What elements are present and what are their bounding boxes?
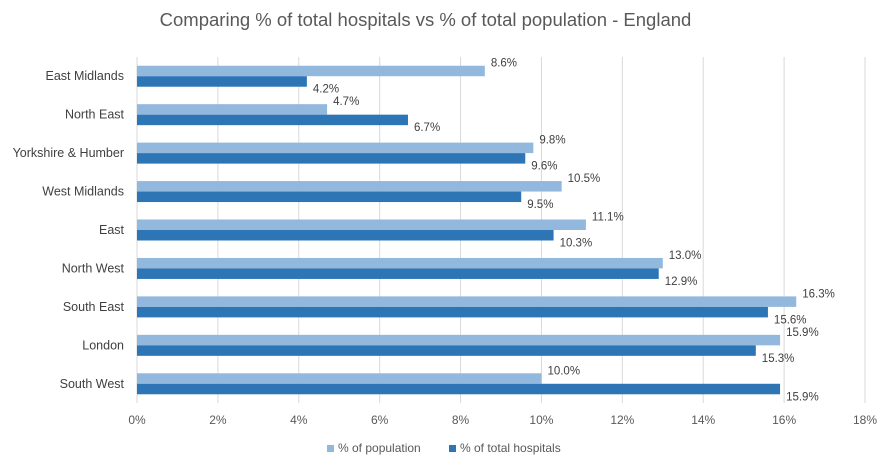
- category-label: South East: [63, 300, 125, 314]
- bar-hospitals: [137, 153, 526, 164]
- data-label-population: 10.5%: [568, 173, 601, 185]
- category-label: East: [99, 223, 125, 237]
- data-label-hospitals: 15.9%: [786, 391, 819, 403]
- category-label: East Midlands: [45, 69, 124, 83]
- x-tick-label: 2%: [209, 413, 227, 427]
- data-label-population: 10.0%: [547, 365, 580, 377]
- data-label-hospitals: 9.6%: [531, 161, 557, 173]
- bar-hospitals: [137, 230, 554, 241]
- bar-hospitals: [137, 76, 307, 87]
- bar-hospitals: [137, 383, 781, 395]
- legend-swatch-hospitals: [449, 445, 456, 452]
- data-label-population: 9.8%: [539, 135, 565, 147]
- x-tick-label: 0%: [128, 413, 146, 427]
- bar-population: [137, 257, 663, 269]
- x-tick-label: 10%: [529, 413, 553, 427]
- data-label-hospitals: 4.2%: [313, 84, 339, 96]
- x-tick-label: 12%: [610, 413, 634, 427]
- data-label-population: 8.6%: [491, 58, 517, 70]
- data-label-hospitals: 15.3%: [762, 353, 795, 365]
- category-label: North East: [65, 108, 125, 122]
- x-tick-label: 14%: [691, 413, 715, 427]
- data-label-hospitals: 10.3%: [560, 238, 593, 250]
- bar-population: [137, 104, 328, 115]
- category-label: South West: [60, 377, 125, 391]
- data-label-population: 4.7%: [333, 96, 359, 108]
- bar-population: [137, 334, 781, 346]
- data-label-hospitals: 12.9%: [665, 276, 698, 288]
- bar-hospitals: [137, 268, 659, 279]
- bar-hospitals: [137, 345, 756, 356]
- x-tick-label: 8%: [452, 413, 470, 427]
- data-label-population: 16.3%: [802, 288, 835, 300]
- bar-population: [137, 142, 534, 154]
- data-label-population: 11.1%: [592, 212, 624, 224]
- bar-population: [137, 296, 797, 307]
- legend-label-hospitals: % of total hospitals: [460, 441, 561, 455]
- category-label: North West: [62, 261, 125, 275]
- legend-label-population: % of population: [338, 441, 421, 455]
- x-tick-label: 6%: [371, 413, 389, 427]
- bar-population: [137, 219, 586, 230]
- x-tick-label: 4%: [290, 413, 308, 427]
- data-label-population: 15.9%: [786, 327, 819, 339]
- legend-swatch-population: [327, 445, 334, 452]
- data-label-hospitals: 9.5%: [527, 199, 553, 211]
- bar-population: [137, 181, 562, 192]
- category-label: West Midlands: [42, 185, 124, 199]
- category-label: Yorkshire & Humber: [13, 146, 124, 160]
- bar-hospitals: [137, 191, 522, 203]
- bar-hospitals: [137, 306, 768, 318]
- bar-population: [137, 373, 542, 384]
- data-label-population: 13.0%: [669, 250, 702, 262]
- data-label-hospitals: 6.7%: [414, 122, 440, 134]
- chart-title: Comparing % of total hospitals vs % of t…: [159, 9, 692, 30]
- x-tick-label: 18%: [853, 413, 877, 427]
- data-label-hospitals: 15.6%: [774, 314, 807, 326]
- bar-hospitals: [137, 114, 408, 126]
- x-tick-label: 16%: [772, 413, 796, 427]
- category-label: London: [82, 338, 124, 352]
- bar-population: [137, 65, 485, 77]
